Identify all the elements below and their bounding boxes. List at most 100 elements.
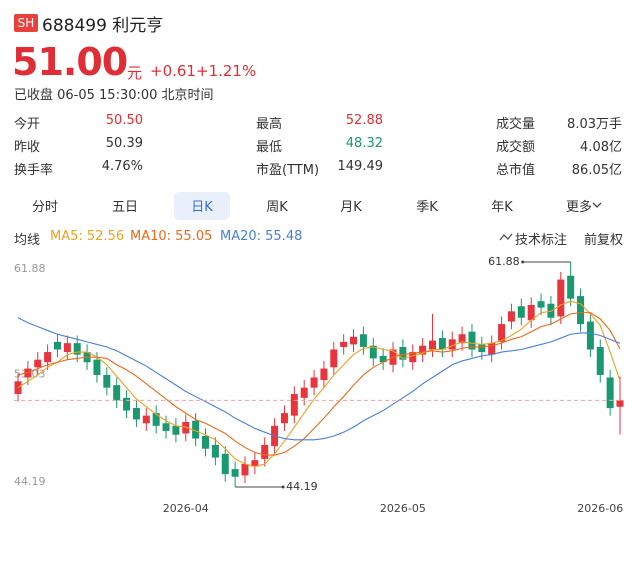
annotation-dot (281, 485, 285, 489)
candle-body (211, 444, 219, 458)
stat-label: 最低 (256, 140, 283, 155)
candle-body (132, 408, 140, 420)
tool[interactable]: 前复权 (584, 233, 624, 248)
tool-icon (499, 233, 513, 241)
annotation-label: 44.19 (286, 480, 318, 493)
candle-body (251, 460, 259, 467)
y-tick-label: 61.88 (14, 262, 46, 275)
annotation-label: 61.88 (488, 255, 520, 268)
candle-body (606, 377, 614, 409)
tab[interactable]: 分时 (31, 200, 58, 215)
candle-body (409, 352, 417, 363)
candle-body (231, 469, 239, 477)
candle-body (596, 346, 604, 375)
candle-body (290, 394, 298, 416)
annotation-dot (521, 260, 525, 264)
stat-value: 149.49 (337, 159, 384, 174)
candle-body (152, 413, 160, 426)
stat-value: 4.76% (101, 159, 143, 174)
candle-body (527, 304, 535, 321)
candle-body (399, 346, 407, 360)
status: 已收盘 06-05 15:30:00 北京时间 (14, 88, 214, 103)
candle-body (44, 352, 52, 363)
change-pct: +1.21% (196, 62, 257, 80)
candle-body (113, 385, 121, 401)
ma-line (17, 312, 621, 456)
tab[interactable]: 周K (266, 200, 288, 215)
x-tick-label: 2026-04 (163, 502, 209, 515)
candle-body (182, 422, 190, 434)
candle-body (379, 355, 387, 363)
candle-body (488, 343, 496, 355)
candle-body (221, 453, 229, 475)
ma-line (17, 317, 621, 441)
tool[interactable]: 技术标注 (515, 233, 568, 248)
candle-body (616, 400, 624, 407)
stat-label: 市盈(TTM) (256, 163, 320, 178)
legend-item: MA5: 52.56 (50, 229, 125, 244)
candle-body (310, 377, 318, 388)
more-chevron (592, 202, 602, 208)
tab[interactable]: 五日 (111, 200, 138, 215)
tab[interactable]: 日K (191, 200, 213, 215)
stat-value: 48.32 (345, 136, 383, 151)
candle-body (103, 374, 111, 388)
legend-title: 均线 (14, 233, 41, 248)
candle-body (350, 336, 358, 345)
candle-body (537, 301, 545, 308)
stat-value: 50.39 (105, 136, 143, 151)
price: 51.00 (12, 40, 128, 84)
candle-body (507, 311, 515, 322)
stat-value: 8.03万手 (567, 117, 622, 132)
candle-body (142, 415, 150, 424)
legend-item: MA10: 55.05 (130, 229, 213, 244)
candle-body (428, 340, 436, 350)
x-tick-label: 2026-06 (577, 502, 623, 515)
market-badge: SH (14, 14, 38, 32)
candle-body (448, 339, 456, 350)
stock-name: 688499 利元亨 (42, 16, 164, 36)
candle-body (586, 321, 594, 350)
stat-label: 总市值 (496, 163, 536, 178)
candle-body (458, 334, 466, 344)
candle-body (577, 296, 585, 325)
candle-body (202, 435, 210, 449)
candle-body (241, 463, 249, 476)
candle-body (34, 359, 42, 368)
candle-body (498, 324, 506, 342)
y-tick-label: 44.19 (14, 475, 46, 488)
candle-body (63, 343, 71, 353)
candle-body (468, 331, 476, 350)
tab-selected-bg (174, 192, 230, 220)
candle-body (172, 425, 180, 435)
candle-body (123, 397, 131, 411)
candle-body (162, 423, 170, 431)
candle-body (557, 279, 565, 317)
candle-body (369, 345, 377, 359)
stat-label: 成交量 (496, 117, 536, 132)
tab[interactable]: 年K (491, 200, 513, 215)
candle-body (93, 359, 101, 375)
candle-body (359, 334, 367, 347)
legend-item: MA20: 55.48 (220, 229, 303, 244)
candle-body (280, 413, 288, 424)
candle-body (53, 341, 61, 350)
candle-body (517, 306, 525, 318)
tab[interactable]: 月K (340, 200, 362, 215)
candle-body (261, 444, 269, 459)
stat-label: 今开 (14, 117, 41, 132)
candle-body (330, 349, 338, 368)
candle-body (478, 344, 486, 353)
x-tick-label: 2026-05 (380, 502, 426, 515)
price-unit: 元 (127, 64, 143, 82)
candle-body (300, 387, 308, 398)
chart: 61.8853.0344.192026-042026-052026-0661.8… (14, 255, 624, 515)
tab[interactable]: 季K (416, 200, 438, 215)
candle-body (419, 345, 427, 355)
stat-label: 昨收 (14, 140, 41, 155)
tab[interactable]: 更多 (565, 200, 592, 215)
stat-value: 4.08亿 (580, 140, 622, 155)
candle-body (24, 368, 32, 378)
stat-label: 最高 (256, 117, 283, 132)
